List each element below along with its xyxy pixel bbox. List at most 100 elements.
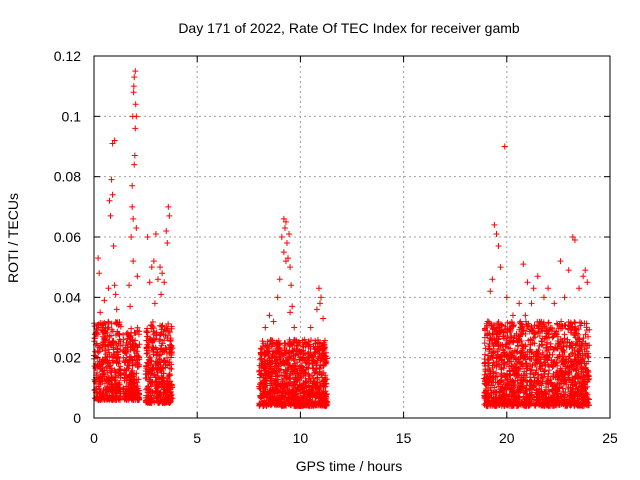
data-point [297,354,304,361]
data-point [584,279,591,286]
data-point [506,358,513,365]
data-point [528,300,535,307]
data-point [100,321,107,328]
data-point [492,337,499,344]
data-point [278,395,285,402]
data-point [553,331,560,338]
data-point [288,355,295,362]
data-point [294,402,301,409]
data-point [156,358,163,365]
data-point [528,378,535,385]
data-point [270,353,277,360]
data-point [568,327,575,334]
data-point [112,355,119,362]
data-point [482,351,489,358]
data-point [570,363,577,370]
x-tick-label: 15 [396,430,412,446]
data-point [320,362,327,369]
data-point [506,339,513,346]
data-point [536,332,543,339]
data-point [313,394,320,401]
data-point [546,367,553,374]
data-point [502,341,509,348]
data-point [527,385,534,392]
data-point [120,331,127,338]
data-point [506,367,513,374]
data-point [283,360,290,367]
data-point [578,387,585,394]
data-point [112,384,119,391]
data-point [143,399,150,406]
data-point [535,355,542,362]
data-point [501,326,508,333]
data-point [576,373,583,380]
data-point [288,341,295,348]
data-point [165,328,172,335]
data-point [157,264,164,271]
data-point [303,397,310,404]
data-point [123,339,130,346]
data-point [292,367,299,374]
data-point [105,318,112,325]
data-point [104,342,111,349]
data-point [157,331,164,338]
data-point [534,273,541,280]
data-point [483,388,490,395]
chart-title: Day 171 of 2022, Rate Of TEC Index for r… [178,20,520,36]
data-point [553,387,560,394]
data-point [132,125,139,132]
data-point [280,388,287,395]
data-point [523,365,530,372]
data-point [279,350,286,357]
data-point [102,330,109,337]
data-point [297,398,304,405]
data-point [507,372,514,379]
data-point [544,373,551,380]
data-point [120,336,127,343]
data-point [164,386,171,393]
data-point [302,383,309,390]
y-tick-label: 0.1 [62,108,82,124]
data-point [116,358,123,365]
data-point [527,337,534,344]
data-point [528,399,535,406]
data-point [528,386,535,393]
data-point [108,176,115,183]
data-point [268,380,275,387]
data-point [510,382,517,389]
data-point [104,354,111,361]
data-point [259,391,266,398]
data-point [524,353,531,360]
data-point [276,398,283,405]
data-point [278,360,285,367]
data-point [551,397,558,404]
data-point [96,348,103,355]
data-point [312,369,319,376]
data-point [519,341,526,348]
data-point [527,370,534,377]
data-point [261,348,268,355]
data-point [531,382,538,389]
data-point [287,362,294,369]
data-point [112,291,119,298]
data-point [519,349,526,356]
data-point [145,362,152,369]
data-point [163,349,170,356]
data-point [292,351,299,358]
data-point [505,363,512,370]
data-point [99,324,106,331]
data-point [126,336,133,343]
data-point [299,389,306,396]
data-point [493,230,500,237]
data-point [534,378,541,385]
data-point [163,227,170,234]
data-point [283,240,290,247]
data-point [513,330,520,337]
data-point [108,396,115,403]
data-point [540,294,547,301]
data-point [545,320,552,327]
data-point [159,270,166,277]
data-point [320,369,327,376]
data-point [523,382,530,389]
data-point [583,320,590,327]
